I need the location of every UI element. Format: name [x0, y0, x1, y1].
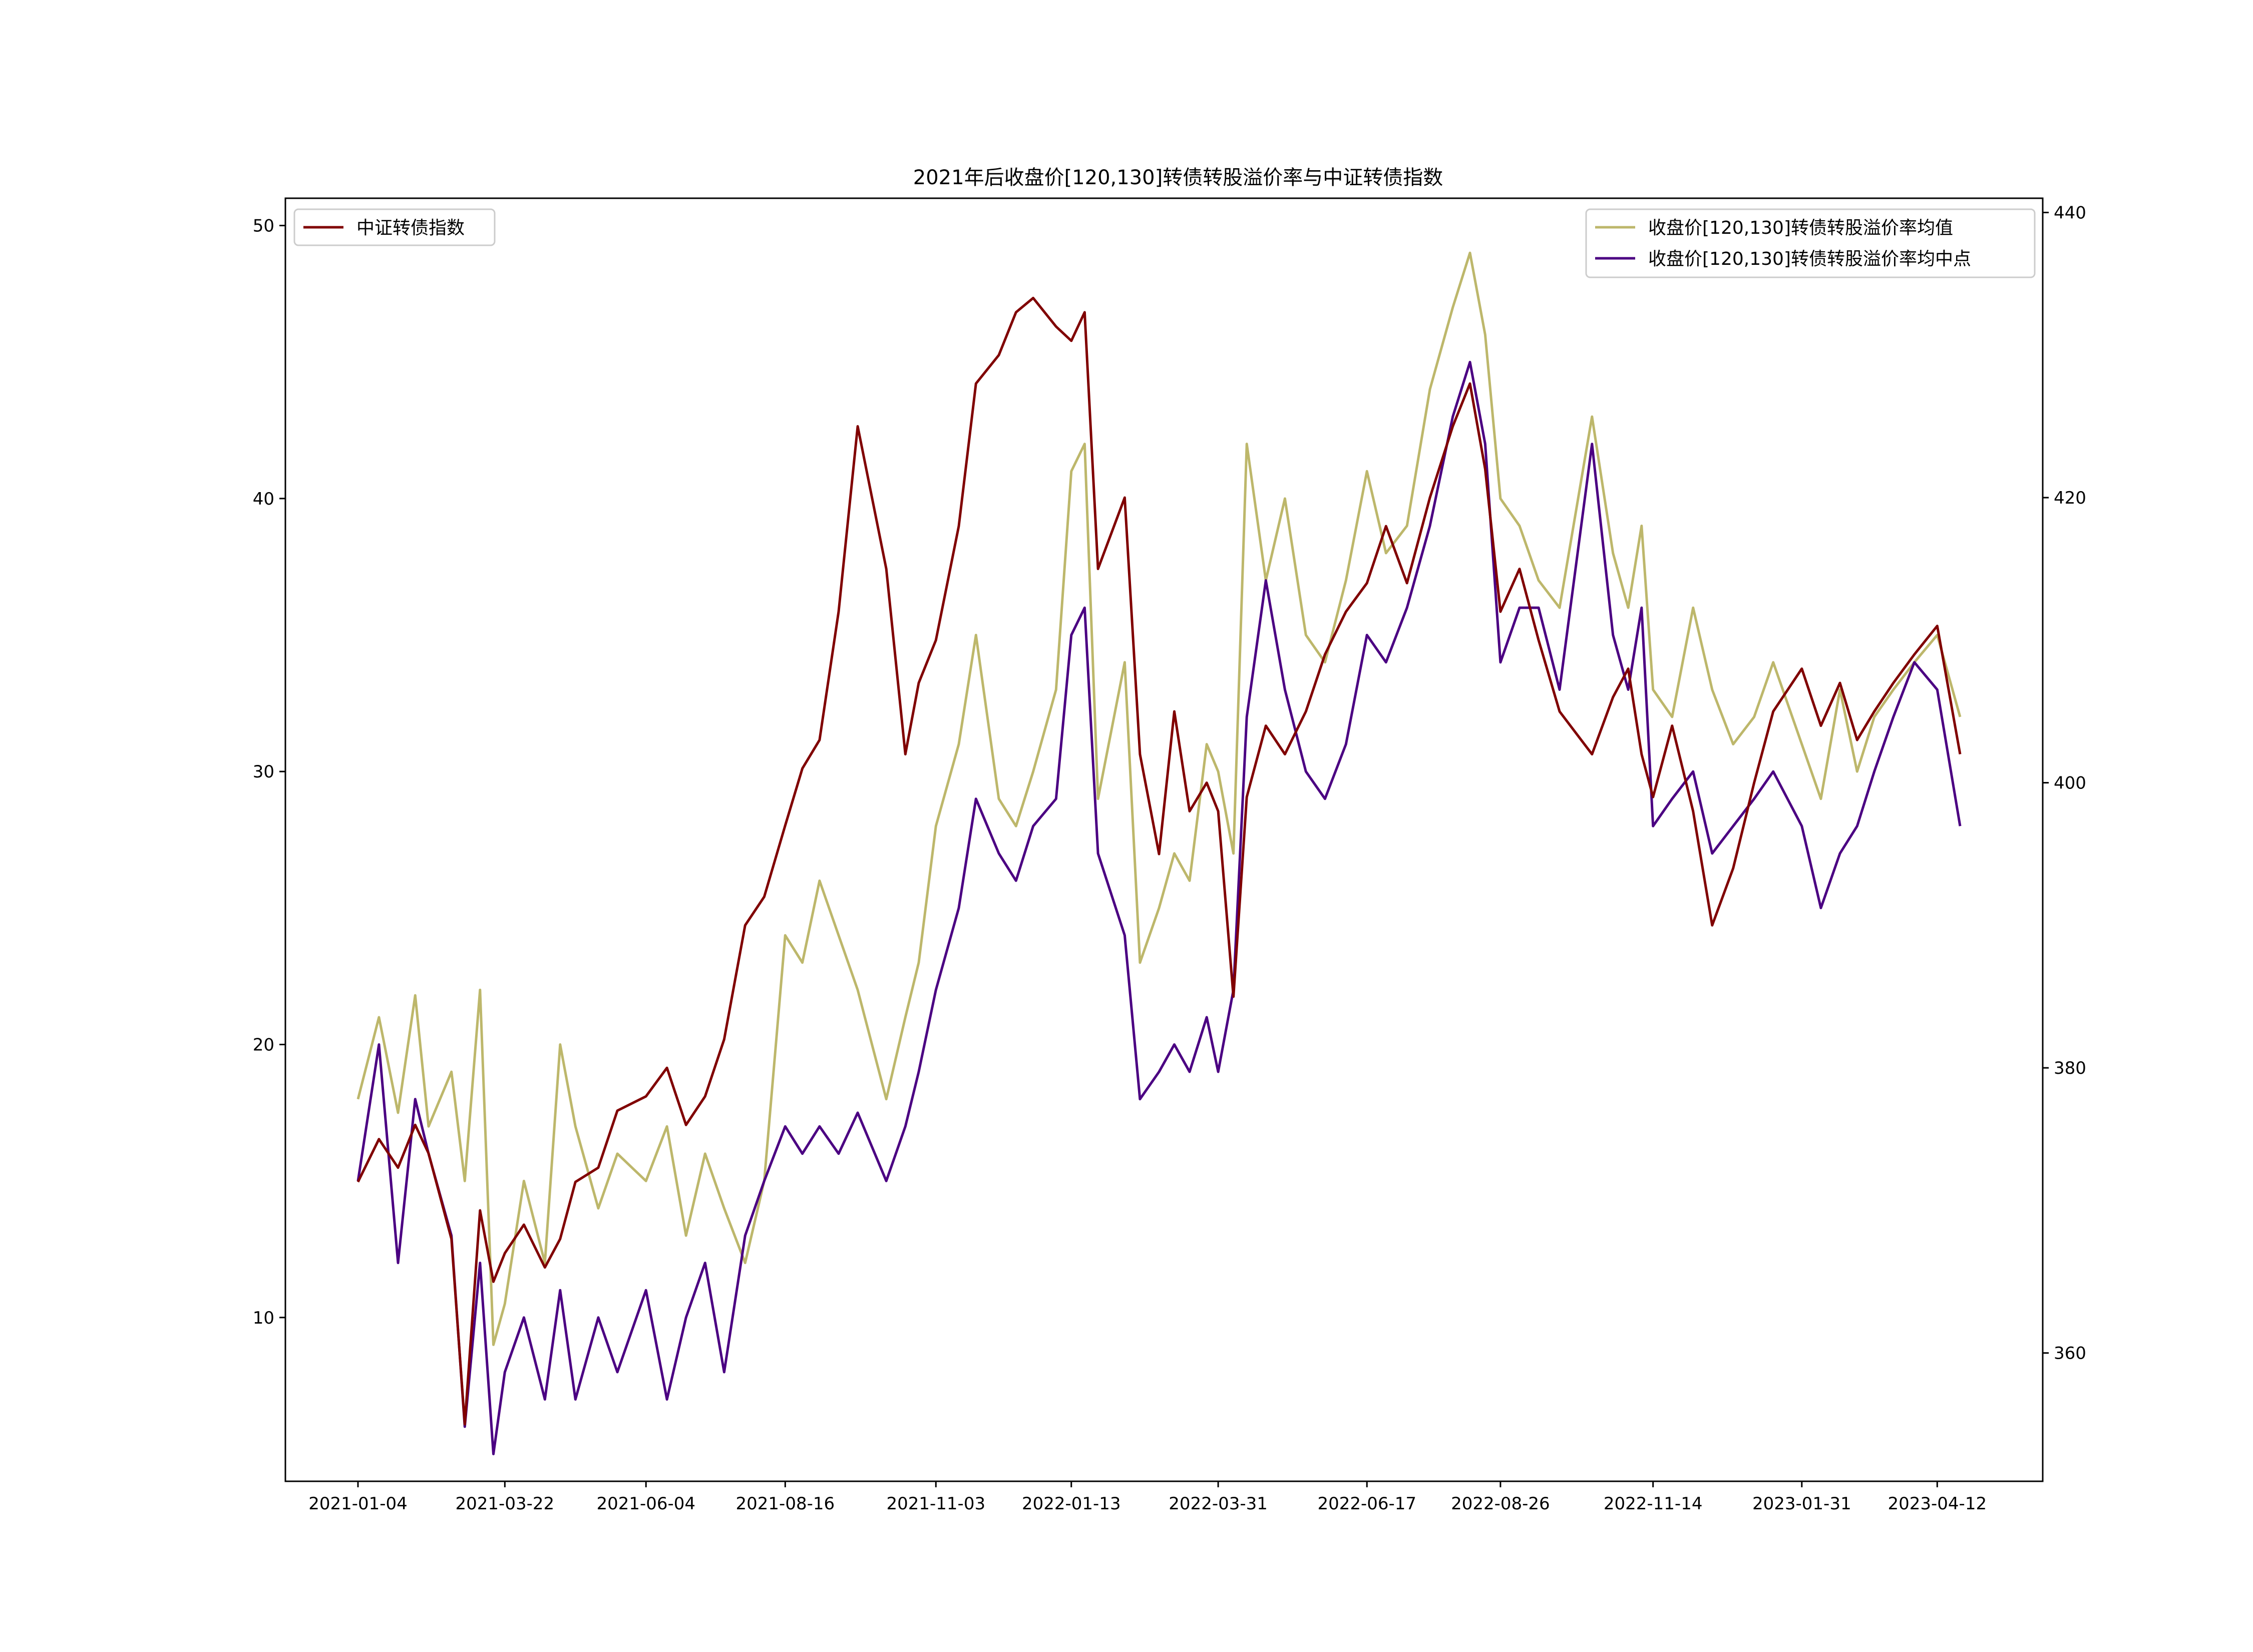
- x-tick-label: 2021-08-16: [736, 1494, 835, 1514]
- series-line-index: [356, 296, 1962, 1426]
- legend-label-median: 收盘价[120,130]转债转股溢价率均中点: [1648, 249, 1971, 269]
- y-axis-left: 10 20 30 40 50: [253, 216, 285, 1328]
- y-right-tick-label: 440: [2054, 203, 2086, 223]
- x-tick-label: 2021-06-04: [596, 1494, 695, 1514]
- legend-right: 收盘价[120,130]转债转股溢价率均值收盘价[120,130]转债转股溢价率…: [1585, 208, 2036, 278]
- y-left-tick-label: 50: [253, 216, 274, 236]
- legend-label-mean: 收盘价[120,130]转债转股溢价率均值: [1648, 218, 1953, 238]
- y-left-tick-label: 20: [253, 1035, 274, 1055]
- x-tick-label: 2022-06-17: [1317, 1494, 1416, 1514]
- x-tick-label: 2023-04-12: [1888, 1494, 1987, 1514]
- legend-left-box: [293, 208, 496, 246]
- y-left-tick-label: 40: [253, 489, 274, 509]
- y-right-tick-label: 360: [2054, 1344, 2086, 1364]
- legend-label-index: 中证转债指数: [356, 218, 465, 238]
- plot-frame: [284, 197, 2044, 1482]
- y-left-tick-label: 10: [253, 1308, 274, 1328]
- series-line-mean: [356, 251, 1962, 1346]
- x-tick-label: 2021-11-03: [886, 1494, 985, 1514]
- x-tick-label: 2022-11-14: [1604, 1494, 1703, 1514]
- y-axis-right: 360 380 400 420 440: [2043, 203, 2086, 1364]
- y-right-tick-label: 420: [2054, 488, 2086, 508]
- legend-right-box: [1585, 208, 2036, 278]
- y-right-tick-label: 400: [2054, 773, 2086, 793]
- x-tick-label: 2021-03-22: [456, 1494, 555, 1514]
- series-line-median: [356, 360, 1962, 1455]
- legend-left: 中证转债指数: [293, 208, 496, 246]
- chart-title: 2021年后收盘价[120,130]转债转股溢价率与中证转债指数: [913, 166, 1443, 189]
- x-tick-label: 2022-03-31: [1169, 1494, 1268, 1514]
- y-left-tick-label: 30: [253, 762, 274, 782]
- x-tick-label: 2021-01-04: [308, 1494, 408, 1514]
- x-tick-label: 2023-01-31: [1752, 1494, 1851, 1514]
- x-tick-label: 2022-01-13: [1022, 1494, 1121, 1514]
- plot-area: [356, 251, 1962, 1455]
- x-axis: 2021-01-04 2021-03-22 2021-06-04 2021-08-16…: [308, 1481, 1987, 1514]
- y-right-tick-label: 380: [2054, 1058, 2086, 1078]
- x-tick-label: 2022-08-26: [1451, 1494, 1550, 1514]
